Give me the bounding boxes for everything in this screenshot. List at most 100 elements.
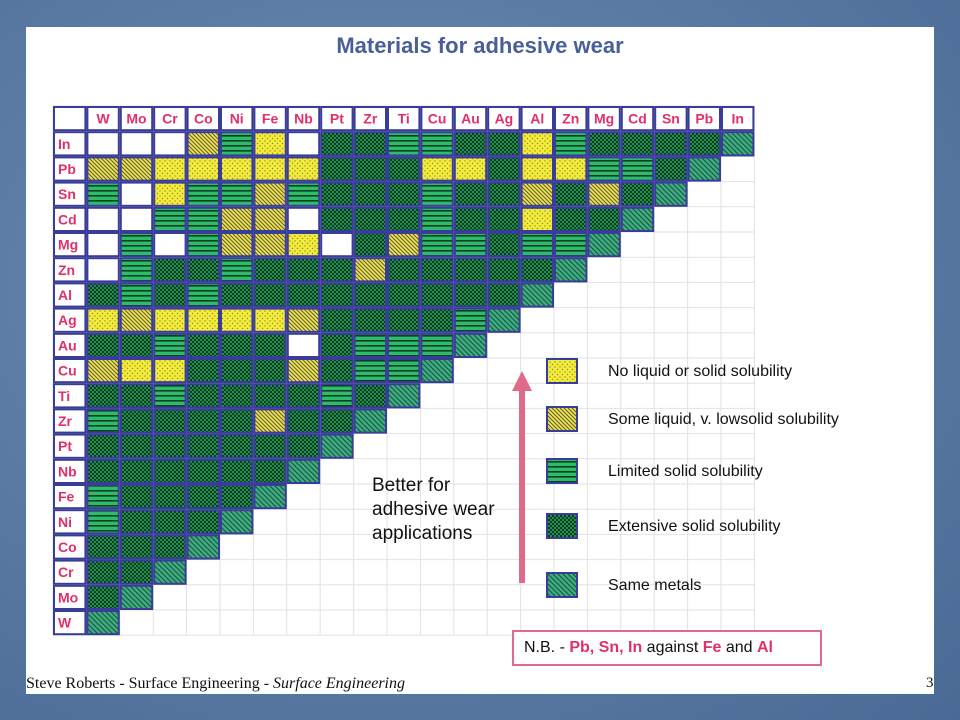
- row-header-box: [53, 206, 87, 233]
- matrix-cell-sn-al: [520, 181, 555, 207]
- row-header-co: Co: [58, 539, 77, 555]
- matrix-cell-mg-fe: [253, 232, 287, 258]
- matrix-cell-ni-cr: [153, 509, 187, 535]
- row-header-box: [53, 610, 87, 636]
- matrix-cell-cd-cd: [620, 206, 655, 233]
- matrix-cell-cd-mg: [587, 206, 621, 233]
- column-header-mo: Mo: [126, 111, 146, 127]
- matrix-cell-ti-ti: [387, 383, 421, 409]
- footer-author: Steve Roberts - Surface Engineering -: [26, 675, 274, 692]
- row-header-box: [53, 509, 87, 535]
- matrix-cell-sn-sn: [654, 181, 688, 207]
- matrix-cell-ag-mo: [119, 307, 154, 333]
- matrix-cell-nb-w: [86, 458, 120, 484]
- matrix-cell-cd-cr: [153, 206, 187, 233]
- matrix-cell-al-cu: [420, 282, 454, 308]
- matrix-cell-cd-al: [520, 206, 555, 233]
- matrix-cell-sn-co: [186, 181, 221, 207]
- matrix-cell-pt-cr: [153, 433, 187, 459]
- matrix-cell-ti-mo: [119, 383, 154, 409]
- row-header-cr: Cr: [58, 564, 74, 580]
- matrix-cell-pb-mg: [587, 156, 621, 182]
- legend-label: Some liquid, v. lowsolid solubility: [608, 411, 839, 428]
- matrix-cell-w-w: [86, 610, 120, 636]
- matrix-cell-pt-ni: [220, 433, 254, 459]
- matrix-cell-cu-pt: [320, 358, 354, 384]
- matrix-cell-pb-ti: [387, 156, 421, 182]
- matrix-cell-al-ni: [220, 282, 254, 308]
- legend-swatch: [546, 513, 578, 539]
- matrix-cell-zr-w: [86, 408, 120, 434]
- row-header-box: [53, 433, 87, 459]
- row-header-box: [53, 257, 87, 283]
- legend-label: Limited solid solubility: [608, 463, 763, 480]
- row-header-w: W: [58, 615, 72, 631]
- matrix-cell-zr-fe: [253, 408, 287, 434]
- column-header-box: [153, 106, 187, 132]
- matrix-cell-sn-zn: [554, 181, 588, 207]
- matrix-cell-in-cu: [420, 131, 454, 157]
- matrix-cell-in-in: [721, 131, 755, 157]
- matrix-cell-sn-mo: [119, 181, 154, 207]
- matrix-cell-in-au: [453, 131, 488, 157]
- matrix-cell-nb-co: [186, 458, 221, 484]
- row-header-box: [53, 307, 87, 333]
- matrix-cell-ni-w: [86, 509, 120, 535]
- matrix-cell-fe-co: [186, 484, 221, 510]
- matrix-cell-ti-w: [86, 383, 120, 409]
- matrix-cell-co-co: [186, 534, 221, 560]
- matrix-cell-nb-mo: [119, 458, 154, 484]
- matrix-cell-ti-cr: [153, 383, 187, 409]
- matrix-cell-in-mo: [119, 131, 154, 157]
- row-header-box: [53, 232, 87, 258]
- column-header-zn: Zn: [562, 111, 579, 127]
- matrix-cell-ag-ti: [387, 307, 421, 333]
- matrix-cell-au-cu: [420, 332, 454, 358]
- note-metal-al: Al: [756, 639, 773, 656]
- matrix-cell-in-pb: [687, 131, 721, 157]
- matrix-cell-sn-nb: [286, 181, 321, 207]
- matrix-cell-mg-ti: [387, 232, 421, 258]
- slide: Materials for adhesive wear: [26, 27, 934, 694]
- matrix-cell-nb-fe: [253, 458, 287, 484]
- row-header-in: In: [58, 136, 70, 152]
- matrix-cell-ag-cu: [420, 307, 454, 333]
- footer-course: Surface Engineering: [273, 675, 405, 692]
- matrix-cell-al-cr: [153, 282, 187, 308]
- matrix-cell-ti-zr: [353, 383, 388, 409]
- matrix-cell-cu-co: [186, 358, 221, 384]
- matrix-cell-in-ti: [387, 131, 421, 157]
- column-header-box: [387, 106, 421, 132]
- note-prefix: N.B. -: [524, 639, 570, 656]
- matrix-cell-co-w: [86, 534, 120, 560]
- matrix-cell-pb-au: [453, 156, 488, 182]
- column-header-mg: Mg: [594, 111, 614, 127]
- matrix-cell-sn-ag: [487, 181, 521, 207]
- page-number: 3: [926, 675, 934, 691]
- matrix-cell-pb-al: [520, 156, 555, 182]
- matrix-cell-pt-w: [86, 433, 120, 459]
- column-header-box: [487, 106, 521, 132]
- matrix-cell-pb-zr: [353, 156, 388, 182]
- matrix-cell-mg-al: [520, 232, 555, 258]
- matrix-cell-zr-zr: [353, 408, 388, 434]
- matrix-cell-cd-ni: [220, 206, 254, 233]
- legend-swatch: [546, 572, 578, 598]
- matrix-cell-cu-nb: [286, 358, 321, 384]
- column-header-cr: Cr: [162, 111, 178, 127]
- matrix-cell-mg-cu: [420, 232, 454, 258]
- matrix-cell-au-co: [186, 332, 221, 358]
- matrix-cell-ag-pt: [320, 307, 354, 333]
- matrix-cell-ag-nb: [286, 307, 321, 333]
- column-header-box: [554, 106, 588, 132]
- matrix-cell-ti-nb: [286, 383, 321, 409]
- matrix-cell-mg-ag: [487, 232, 521, 258]
- matrix-cell-al-w: [86, 282, 120, 308]
- matrix-cell-pb-mo: [119, 156, 154, 182]
- matrix-cell-au-pt: [320, 332, 354, 358]
- row-header-mg: Mg: [58, 237, 78, 253]
- row-header-box: [53, 181, 87, 207]
- annotation-line: Better for: [372, 475, 451, 496]
- row-header-box: [53, 559, 87, 585]
- row-header-box: [53, 458, 87, 484]
